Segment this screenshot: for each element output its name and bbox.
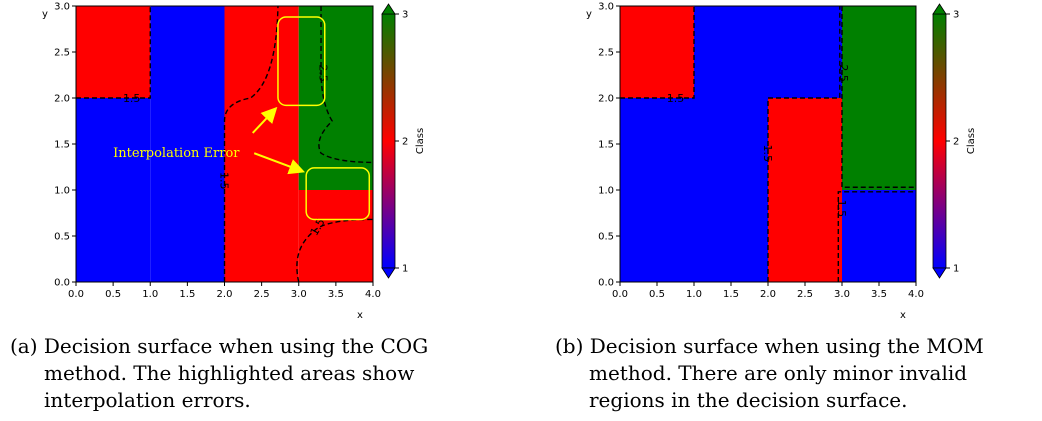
caption-b: (b) Decision surface when using the MOM … <box>555 333 1015 414</box>
colorbar-tick-label: 1 <box>402 264 408 275</box>
class-region <box>224 6 299 282</box>
y-tick-label: 2.0 <box>54 94 70 105</box>
class-region <box>620 6 694 98</box>
panel-cog: 1.5 2.5 1.5 1.5 Interpolation Error 0.0 0.5 1.0… <box>42 2 426 322</box>
class-region <box>842 6 916 190</box>
contour-line <box>841 6 916 188</box>
x-tick-label: 1.0 <box>686 289 702 300</box>
y-tick-label: 0.5 <box>54 232 70 243</box>
caption-b-first-line: (b) Decision surface when using the MOM <box>555 334 984 358</box>
caption-a-first-line: (a) Decision surface when using the COG <box>10 334 429 358</box>
contour-line <box>296 218 374 283</box>
colorbar-tick-label: 1 <box>953 264 959 275</box>
y-axis-label: y <box>42 9 48 20</box>
figure-panels: 1.5 2.5 1.5 1.5 Interpolation Error 0.0 0.5 1.0… <box>42 2 977 322</box>
annotation-label: Interpolation Error <box>113 146 240 161</box>
y-tick-label: 2.0 <box>598 94 614 105</box>
x-tick-label: 4.0 <box>365 289 381 300</box>
y-tick-label: 0.5 <box>598 232 614 243</box>
x-tick-label: 0.0 <box>68 289 84 300</box>
colorbar-label: Class <box>415 128 426 154</box>
contour-label: 2.5 <box>837 64 850 82</box>
x-tick-label: 3.5 <box>871 289 887 300</box>
y-tick-label: 0.0 <box>598 278 614 289</box>
contour-label: 1.5 <box>218 172 231 190</box>
highlight-box <box>305 167 371 221</box>
class-region <box>620 98 768 282</box>
highlight-box <box>277 16 326 107</box>
y-tick-label: 1.5 <box>54 140 70 151</box>
contour-line <box>223 5 279 282</box>
colorbar <box>932 13 947 269</box>
x-tick-label: 3.5 <box>328 289 344 300</box>
contour-label: 1.5 <box>123 92 141 105</box>
x-tick-label: 3.0 <box>834 289 850 300</box>
colorbar-tick-label: 3 <box>402 10 408 21</box>
colorbar-extend-bottom <box>932 267 947 279</box>
class-region <box>768 98 842 282</box>
x-tick-label: 3.0 <box>291 289 307 300</box>
colorbar-extend-top <box>932 3 947 15</box>
colorbar-label: Class <box>966 128 977 154</box>
x-axis-label: x <box>357 310 363 321</box>
contour-line <box>837 191 916 282</box>
colorbar-tick-label: 2 <box>402 137 408 148</box>
x-axis-label: x <box>900 310 906 321</box>
x-tick-label: 4.0 <box>908 289 924 300</box>
colorbar-tick-label: 2 <box>953 137 959 148</box>
contour-label: 1.5 <box>761 144 774 162</box>
x-tick-label: 1.5 <box>179 289 195 300</box>
class-region <box>298 190 373 282</box>
colorbar <box>381 13 396 269</box>
x-tick-label: 2.0 <box>760 289 776 300</box>
x-tick-label: 1.5 <box>723 289 739 300</box>
panel-mom: 1.5 2.5 1.5 1.5 0.0 0.5 1.0 1.5 2.0 2.5 3.0 3.5 4.0 0… <box>586 2 977 322</box>
contour-line <box>620 6 695 99</box>
x-tick-label: 2.5 <box>797 289 813 300</box>
annotation-arrow <box>251 106 278 134</box>
caption-b-rest: method. There are only minor invalid reg… <box>589 361 968 412</box>
contour-line <box>767 6 841 282</box>
class-region <box>694 6 842 98</box>
contour-label: 2.5 <box>316 64 329 82</box>
class-region <box>150 6 225 282</box>
colorbar-tick-label: 3 <box>953 10 959 21</box>
y-axis-label: y <box>586 9 592 20</box>
y-tick-label: 1.5 <box>598 140 614 151</box>
x-tick-label: 0.5 <box>649 289 665 300</box>
contour-label: 1.5 <box>835 200 848 218</box>
y-tick-label: 1.0 <box>598 186 614 197</box>
class-region <box>842 190 916 282</box>
x-tick-label: 2.0 <box>217 289 233 300</box>
colorbar-extend-top <box>381 3 396 15</box>
caption-a-rest: method. The highlighted areas show inter… <box>44 361 415 412</box>
colorbar-extend-bottom <box>381 267 396 279</box>
y-tick-label: 3.0 <box>54 2 70 13</box>
y-tick-label: 1.0 <box>54 186 70 197</box>
annotation-arrow <box>253 152 306 175</box>
y-tick-label: 3.0 <box>598 2 614 13</box>
x-tick-label: 0.0 <box>612 289 628 300</box>
caption-a: (a) Decision surface when using the COG … <box>10 333 480 414</box>
contour-line <box>76 6 151 99</box>
x-tick-label: 0.5 <box>105 289 121 300</box>
x-tick-label: 2.5 <box>254 289 270 300</box>
class-region <box>76 98 151 282</box>
y-tick-label: 2.5 <box>54 48 70 59</box>
contour-label: 1.5 <box>667 92 685 105</box>
class-region <box>76 6 151 98</box>
y-tick-label: 0.0 <box>54 278 70 289</box>
y-tick-label: 2.5 <box>598 48 614 59</box>
x-tick-label: 1.0 <box>142 289 158 300</box>
